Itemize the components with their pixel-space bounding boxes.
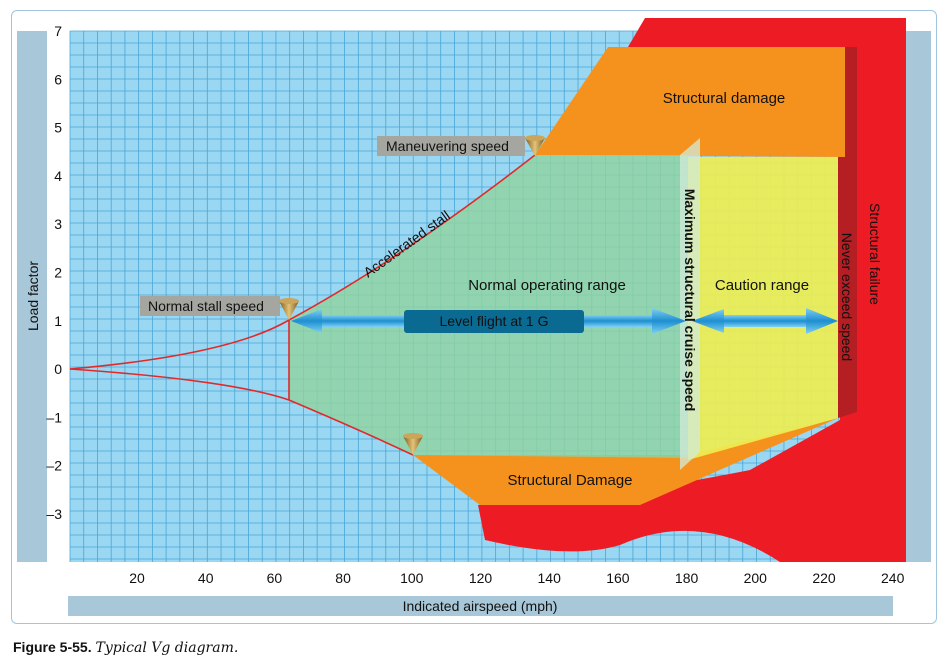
- normal-operating-region: [289, 155, 688, 458]
- x-tick-label: 60: [267, 570, 283, 586]
- vg-diagram: Level flight at 1 G Maneuvering speed No…: [17, 18, 931, 616]
- x-tick-label: 20: [129, 570, 145, 586]
- y-tick-label: –1: [46, 409, 62, 425]
- normal-operating-range-label: Normal operating range: [468, 277, 626, 294]
- y-axis-label: Load factor: [25, 261, 41, 331]
- y-tick-labels: 7 6 5 4 3 2 1 0 –1 –2 –3: [46, 23, 62, 522]
- figure-caption: Figure 5-55. Typical Vg diagram.: [13, 639, 238, 656]
- y-tick-label: 0: [54, 361, 62, 377]
- y-tick-label: 1: [54, 313, 62, 329]
- normal-stall-speed-marker: [279, 298, 299, 320]
- y-tick-label: 6: [54, 71, 62, 87]
- x-tick-labels: 20 40 60 80 100 120 140 160 180 200 220 240: [129, 570, 904, 586]
- y-tick-label: –3: [46, 506, 62, 522]
- x-tick-label: 180: [675, 570, 699, 586]
- max-cruise-bar: [680, 138, 700, 470]
- y-tick-label: 7: [54, 23, 62, 39]
- structural-failure-label: Structural failure: [867, 203, 883, 305]
- x-tick-label: 80: [335, 570, 351, 586]
- x-axis-bar: [68, 596, 893, 616]
- left-side-bar: [17, 31, 47, 562]
- x-tick-label: 220: [812, 570, 836, 586]
- caution-range-region: [688, 157, 838, 460]
- level-flight-label: Level flight at 1 G: [440, 313, 549, 329]
- never-exceed-speed-label: Never exceed speed: [839, 233, 855, 361]
- accelerated-stall-curve: [69, 154, 536, 370]
- caution-range-label: Caution range: [715, 277, 809, 294]
- y-tick-label: 5: [54, 120, 62, 136]
- maneuvering-speed-label: Maneuvering speed: [386, 138, 509, 154]
- x-tick-label: 200: [744, 570, 768, 586]
- normal-stall-speed-label: Normal stall speed: [148, 298, 264, 314]
- x-tick-label: 140: [538, 570, 562, 586]
- x-axis-label: Indicated airspeed (mph): [403, 598, 558, 614]
- maneuvering-speed-marker: [525, 135, 545, 156]
- x-tick-label: 240: [881, 570, 905, 586]
- structural-damage-bottom-region: [413, 418, 838, 505]
- negative-stall-curve: [69, 368, 414, 456]
- y-tick-label: 2: [54, 265, 62, 281]
- max-cruise-speed-label: Maximum structural cruise speed: [682, 189, 698, 412]
- structural-failure-region: [478, 18, 906, 562]
- caution-range-arrow: [692, 308, 838, 334]
- structural-damage-top-region: [535, 47, 845, 157]
- right-side-bar: [906, 31, 931, 562]
- x-tick-label: 120: [469, 570, 493, 586]
- y-tick-label: 3: [54, 216, 62, 232]
- x-tick-label: 100: [400, 570, 424, 586]
- maneuvering-speed-box: [377, 136, 525, 156]
- negative-stall-marker: [403, 433, 423, 455]
- normal-stall-speed-box: [140, 296, 280, 316]
- structural-damage-top-label: Structural damage: [663, 90, 786, 107]
- x-tick-label: 160: [606, 570, 630, 586]
- x-tick-label: 40: [198, 570, 214, 586]
- figure-number: Figure 5-55.: [13, 639, 92, 655]
- structural-damage-bottom-label: Structural Damage: [507, 472, 632, 489]
- y-tick-label: –2: [46, 458, 62, 474]
- figure-title: Typical Vg diagram.: [95, 640, 239, 656]
- y-tick-label: 4: [54, 168, 62, 184]
- level-flight-box: [404, 310, 584, 333]
